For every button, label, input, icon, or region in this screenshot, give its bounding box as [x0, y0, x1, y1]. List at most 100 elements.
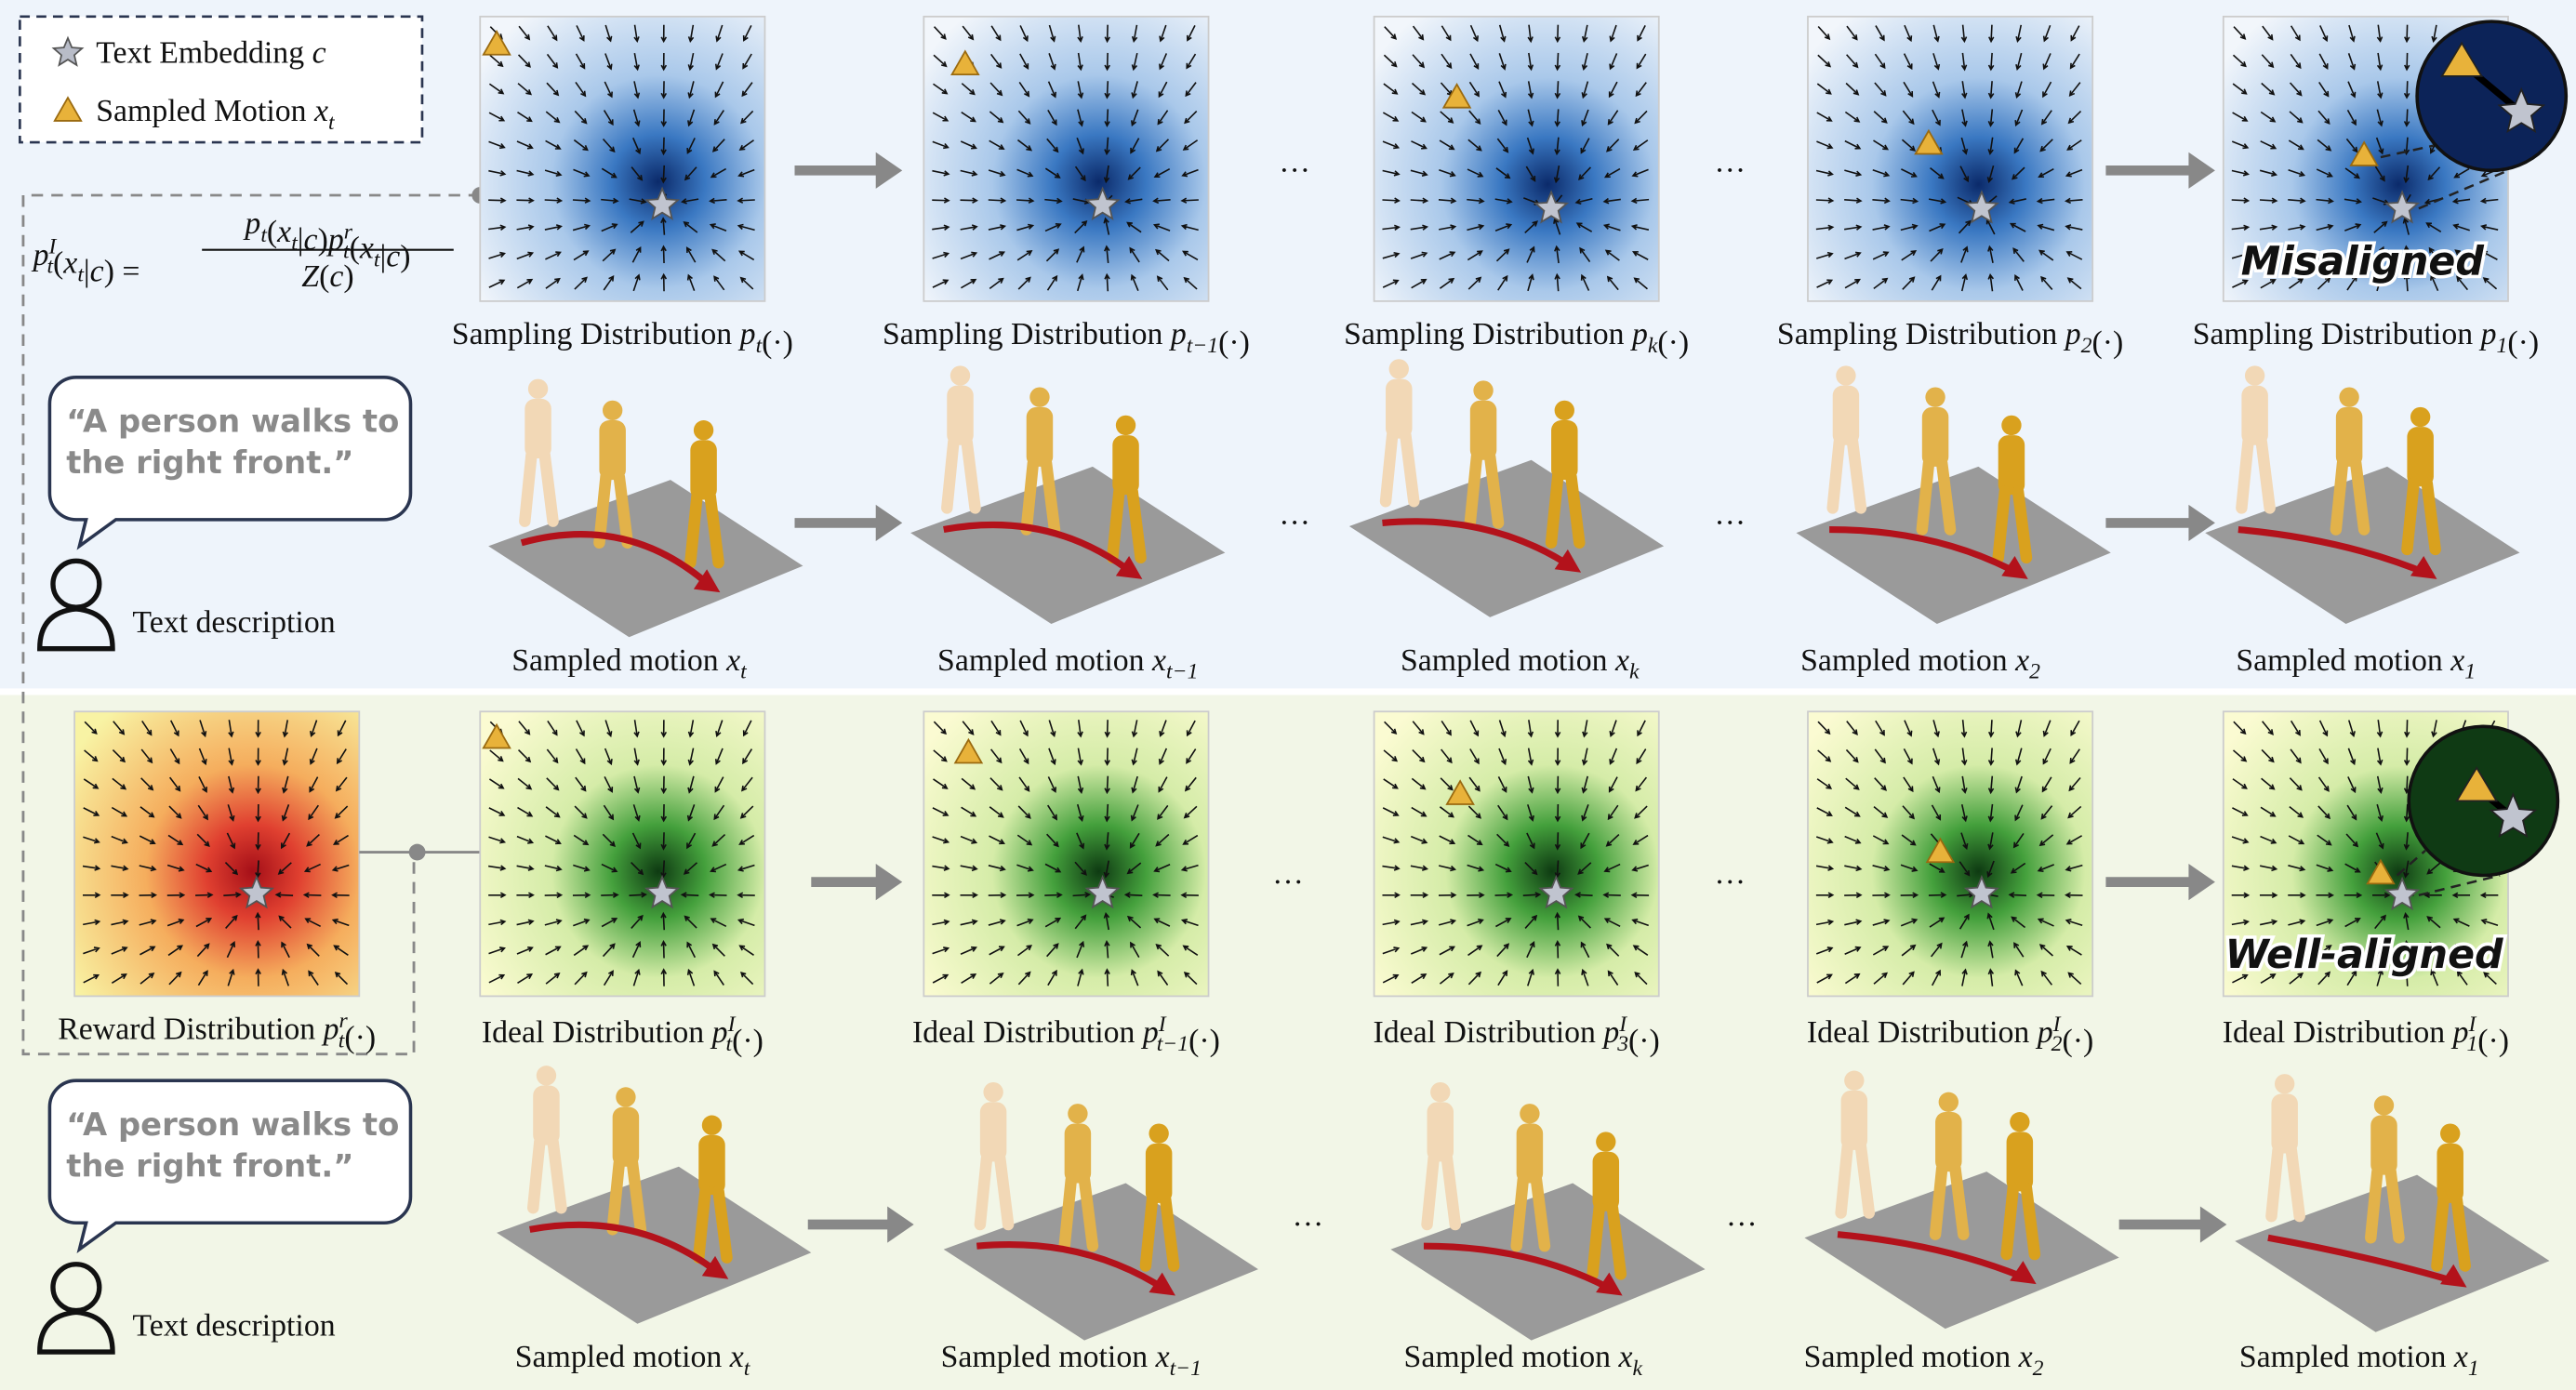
text-part: (·): [1188, 1024, 1220, 1058]
sampled-motion-marker: [2366, 858, 2396, 885]
figure-body: [2370, 1115, 2397, 1175]
trajectory-head: [693, 569, 721, 593]
superscript: I: [727, 1013, 737, 1037]
flow-arrow-head: [2188, 152, 2215, 189]
figure-body: [1112, 435, 1139, 496]
math-symbol: x: [62, 246, 77, 281]
distribution-label: Sampling Distribution pk(·): [1344, 317, 1689, 360]
trajectory-arrow: [976, 1240, 1170, 1294]
legend-box: [19, 15, 424, 144]
legend-label: Sampled Motion xt: [96, 94, 336, 135]
figure-body: [690, 440, 717, 500]
text-part: Sampled motion: [1804, 1340, 2019, 1374]
math-symbol: c: [386, 240, 400, 274]
text-part: (·): [2062, 1024, 2093, 1058]
math-symbol: x: [2450, 643, 2464, 678]
text-embedding-marker: [1963, 190, 2000, 224]
superscript: I: [1158, 1013, 1167, 1037]
distribution-label: Sampling Distribution p2(·): [1777, 317, 2123, 360]
trajectory-arrow: [1423, 1242, 1616, 1294]
motion-label: Sampled motion xk: [1401, 643, 1640, 684]
ground-plane: [2205, 466, 2520, 624]
figure-body: [1921, 406, 1949, 467]
motion-label: Sampled motion x1: [2236, 643, 2476, 684]
figure-head: [1520, 1104, 1540, 1124]
subscript: 3: [1616, 1032, 1628, 1056]
figure-legs: [2000, 1182, 2041, 1261]
figure-body: [2241, 385, 2268, 445]
figure-body: [1551, 420, 1578, 481]
sampled-motion-marker: [1925, 837, 1956, 864]
text-part: Sampled motion: [515, 1340, 730, 1374]
figure-legs: [2431, 1194, 2471, 1272]
figure-legs: [2330, 457, 2370, 536]
subscript: 1: [2497, 334, 2508, 358]
motion-label: Sampled motion x2: [1804, 1340, 2044, 1381]
flow-arrow-head: [2188, 504, 2215, 541]
math-symbol: p: [326, 223, 344, 258]
text-part: Sampled motion: [2236, 643, 2450, 678]
math-symbol: x: [359, 232, 374, 266]
figure-body: [1145, 1143, 1173, 1203]
motion-label: Sampled motion xt: [515, 1340, 751, 1381]
subscript: t−1: [1187, 334, 1218, 358]
superscript: I: [2052, 1013, 2062, 1037]
figure-legs: [1421, 1152, 1462, 1231]
trajectory-arrow: [2237, 525, 2430, 577]
text-part: Sampling Distribution: [883, 317, 1171, 351]
text-embedding-marker: [1963, 874, 2000, 909]
math-symbol: p: [1601, 1015, 1619, 1050]
trajectory-head: [1596, 1272, 1623, 1296]
figure-legs: [1058, 1173, 1099, 1252]
ellipsis: ···: [1272, 865, 1304, 899]
distribution-label: Ideal Distribution pI 2(·): [1807, 1013, 2093, 1058]
math-symbol: p: [738, 317, 756, 351]
ellipsis: ···: [1292, 1208, 1323, 1242]
flow-arrow-head: [2188, 864, 2215, 901]
math-symbol: x: [2453, 1340, 2468, 1374]
subscript: 2: [2033, 1357, 2044, 1381]
figure-head: [2373, 1095, 2395, 1116]
text-part: (·): [2507, 325, 2539, 360]
figure-head: [2001, 415, 2022, 436]
ground-plane: [497, 1166, 812, 1324]
figure-body: [1064, 1123, 1092, 1184]
figure-legs: [1826, 435, 1867, 514]
figure-head: [983, 1081, 1003, 1103]
subscript: t−1: [1170, 1357, 1202, 1381]
figure-head: [1068, 1104, 1088, 1124]
math-symbol: c: [312, 36, 326, 71]
figure-head: [693, 420, 714, 441]
text-part: (·): [732, 1024, 764, 1058]
text-part: (: [319, 259, 329, 294]
distribution-label: Ideal Distribution pI t−1(·): [912, 1013, 1220, 1058]
figure-head: [2010, 1112, 2030, 1132]
figure-head: [1844, 1070, 1865, 1091]
ellipsis: ···: [1279, 506, 1310, 540]
subscript: k: [1629, 660, 1640, 684]
text-part: Sampled motion: [1401, 643, 1615, 678]
text-part: |: [379, 240, 386, 274]
motion-label: Sampled motion xk: [1404, 1340, 1643, 1381]
ground-plane: [1804, 1172, 2119, 1330]
top-panel: [0, 0, 2576, 689]
figure-legs: [606, 1157, 647, 1236]
figure-body: [979, 1102, 1007, 1162]
text-embedding-marker: [644, 186, 681, 220]
figure-body: [2335, 406, 2363, 467]
trajectory-head: [1554, 549, 1582, 573]
figure-legs: [593, 470, 633, 549]
figure-legs: [2365, 1165, 2405, 1244]
sampled-motion-marker: [1445, 779, 1475, 805]
speaker-label: Text description: [132, 1308, 335, 1343]
user-icon-body: [37, 1309, 115, 1355]
trajectory-head: [701, 1255, 729, 1279]
text-part: Sampled motion: [941, 1340, 1156, 1374]
math-symbol: p: [710, 1015, 728, 1050]
math-symbol: x: [2018, 1340, 2033, 1374]
subscript: k: [1633, 1357, 1643, 1381]
figure-body: [1427, 1102, 1454, 1162]
flow-arrow-head: [887, 1206, 914, 1243]
